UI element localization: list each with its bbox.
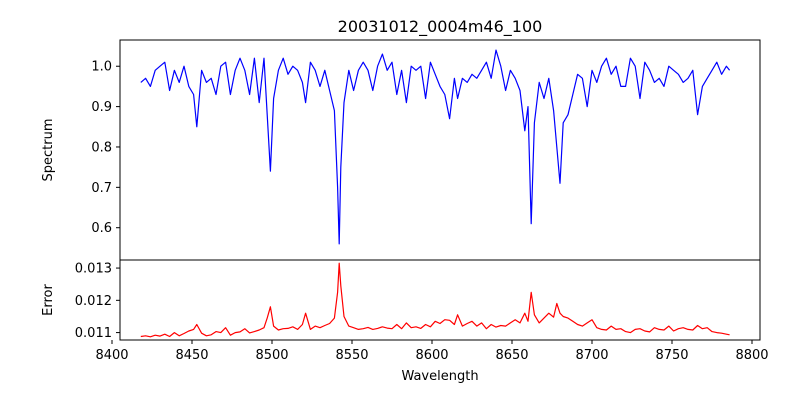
spectrum-series-line-0	[140, 49, 731, 245]
spectrum-y-tick-label: 0.9	[91, 100, 112, 115]
spectrum-y-ticks: 0.6 0.7 0.8 0.9 1.0	[91, 60, 120, 236]
x-tick-label: 8700	[575, 348, 608, 363]
error-y-ticks: 0.011 0.012 0.013	[75, 262, 120, 341]
spectrum-y-tick-label: 1.0	[91, 60, 112, 75]
spectrum-plot-area	[140, 49, 731, 245]
x-tick-label: 8400	[95, 348, 128, 363]
x-tick-label: 8800	[735, 348, 768, 363]
error-y-tick-label: 0.011	[75, 326, 112, 341]
x-tick-label: 8650	[495, 348, 528, 363]
x-tick-label: 8750	[655, 348, 688, 363]
chart-title: 20031012_0004m46_100	[338, 17, 543, 37]
x-axis-label: Wavelength	[401, 369, 478, 384]
x-tick-label: 8500	[255, 348, 288, 363]
spectrum-y-tick-label: 0.6	[91, 221, 112, 236]
x-tick-label: 8550	[335, 348, 368, 363]
error-y-tick-label: 0.012	[75, 294, 112, 309]
x-tick-label: 8600	[415, 348, 448, 363]
error-plot-area	[140, 262, 730, 338]
error-y-tick-label: 0.013	[75, 262, 112, 277]
spectrum-y-tick-label: 0.7	[91, 181, 112, 196]
wavelength-x-ticks: 8400 8450 8500 8550 8600 8650 8700 8750 8800	[95, 340, 769, 363]
error-y-axis-label: Error	[41, 284, 56, 316]
spectrum-y-axis-label: Spectrum	[41, 119, 56, 182]
error-series-line-0	[140, 262, 730, 338]
x-tick-label: 8450	[175, 348, 208, 363]
spectrum-y-tick-label: 0.8	[91, 140, 112, 155]
error-panel: 0.011 0.012 0.013 8400 8450 8500 8550 8600 8650…	[41, 259, 769, 384]
